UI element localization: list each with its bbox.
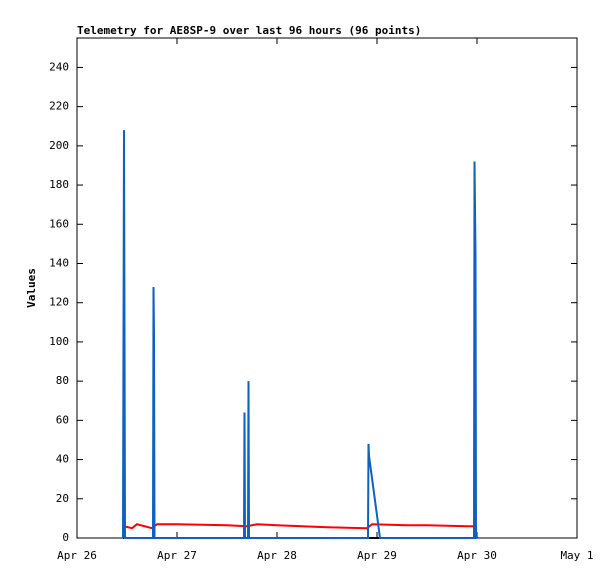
series-line — [122, 130, 477, 539]
y-tick-label: 40 — [56, 453, 69, 466]
y-tick-label: 140 — [49, 256, 69, 269]
y-tick-label: 180 — [49, 178, 69, 191]
y-tick-label: 160 — [49, 217, 69, 230]
y-tick-label: 100 — [49, 335, 69, 348]
y-axis-label: Values — [25, 268, 38, 308]
chart-title: Telemetry for AE8SP-9 over last 96 hours… — [77, 24, 421, 37]
x-tick-label: Apr 27 — [157, 549, 197, 562]
y-tick-label: 80 — [56, 374, 69, 387]
y-tick-label: 240 — [49, 60, 69, 73]
y-tick-label: 60 — [56, 413, 69, 426]
y-tick-label: 0 — [62, 531, 69, 544]
x-tick-label: May 1 — [560, 549, 593, 562]
x-tick-label: Apr 30 — [457, 549, 497, 562]
x-tick-label: Apr 26 — [57, 549, 97, 562]
y-tick-label: 220 — [49, 100, 69, 113]
y-tick-label: 200 — [49, 139, 69, 152]
series-line — [123, 523, 477, 530]
y-tick-label: 120 — [49, 296, 69, 309]
x-tick-label: Apr 28 — [257, 549, 297, 562]
x-tick-label: Apr 29 — [357, 549, 397, 562]
y-tick-label: 20 — [56, 492, 69, 505]
